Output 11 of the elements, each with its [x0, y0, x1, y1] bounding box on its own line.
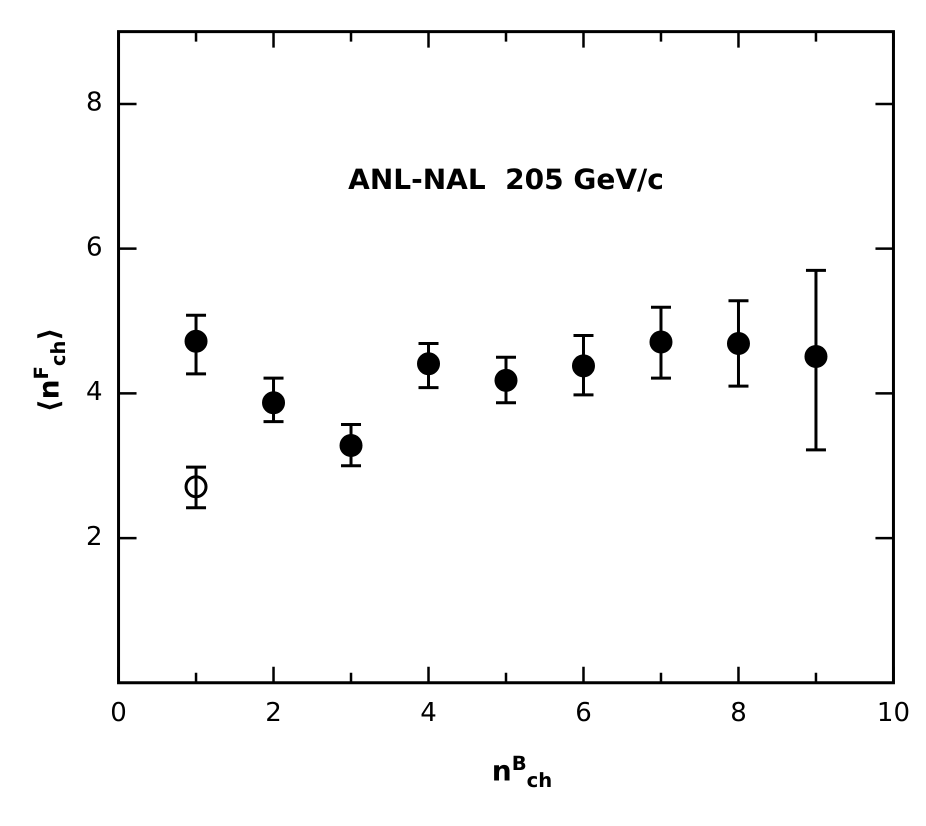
- y-tick-label: 2: [86, 522, 103, 552]
- annotation: ANL-NAL 205 GeV/c: [348, 162, 664, 196]
- x-tick-label: 8: [730, 698, 747, 728]
- y-tick-label: 6: [86, 232, 103, 262]
- y-tick-label: 8: [86, 88, 103, 118]
- y-tick-label: 4: [86, 377, 103, 408]
- x-tick-label: 2: [265, 698, 282, 728]
- x-tick-label: 0: [110, 698, 127, 728]
- x-tick-label: 6: [575, 698, 592, 728]
- x-tick-label: 4: [420, 698, 437, 728]
- x-tick-label: 10: [876, 698, 910, 728]
